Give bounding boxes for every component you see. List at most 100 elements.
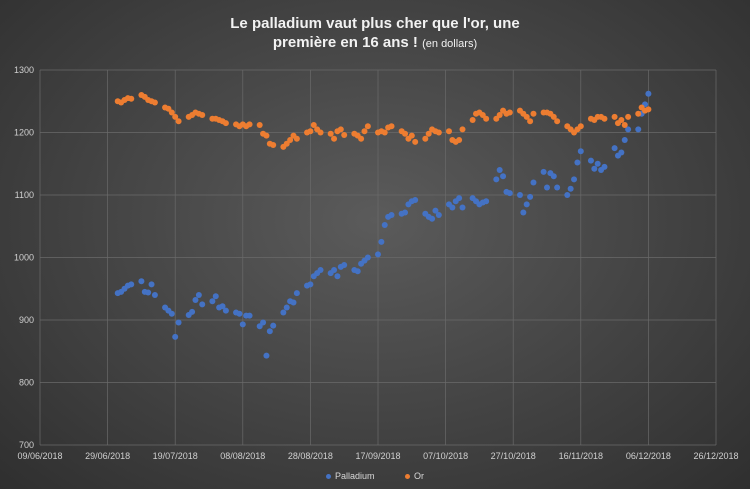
y-tick-label: 1100 xyxy=(15,190,34,200)
data-point-palladium xyxy=(364,254,371,261)
gridlines xyxy=(39,69,717,446)
y-tick-label: 900 xyxy=(19,315,34,325)
data-point-palladium xyxy=(375,251,381,258)
data-point-or xyxy=(287,137,294,143)
data-point-or xyxy=(256,122,263,128)
x-tick-label: 09/06/2018 xyxy=(17,451,62,461)
data-point-palladium xyxy=(625,126,632,133)
data-point-palladium xyxy=(189,308,196,315)
data-point-or xyxy=(412,138,419,145)
data-point-palladium xyxy=(429,215,436,222)
data-point-palladium xyxy=(456,195,463,202)
data-points xyxy=(114,90,652,359)
data-point-palladium xyxy=(145,289,152,296)
data-point-palladium xyxy=(293,290,300,297)
data-point-or xyxy=(337,126,344,133)
data-point-palladium xyxy=(209,298,216,305)
data-point-palladium xyxy=(175,319,182,326)
data-point-or xyxy=(425,130,432,137)
data-point-palladium xyxy=(523,201,530,208)
data-point-palladium xyxy=(334,273,341,280)
data-point-palladium xyxy=(496,167,503,173)
data-point-or xyxy=(317,129,324,136)
data-point-palladium xyxy=(432,207,439,214)
data-point-palladium xyxy=(516,192,523,198)
data-point-palladium xyxy=(354,268,361,275)
data-point-palladium xyxy=(574,159,581,166)
data-point-palladium xyxy=(246,312,253,319)
data-point-palladium xyxy=(378,238,385,245)
data-point-or xyxy=(270,142,277,148)
data-point-or xyxy=(456,137,463,143)
legend-label-or: Or xyxy=(414,471,425,481)
chart-title-line2: première en 16 ans ! (en dollars) xyxy=(0,33,750,54)
data-point-or xyxy=(222,120,229,127)
data-point-palladium xyxy=(564,192,571,198)
data-point-or xyxy=(527,118,534,125)
data-point-or xyxy=(408,132,415,139)
data-point-palladium xyxy=(168,310,175,317)
data-point-or xyxy=(459,126,466,133)
data-point-or xyxy=(506,109,513,116)
y-tick-label: 800 xyxy=(19,378,34,388)
data-point-or xyxy=(307,128,314,135)
data-point-palladium xyxy=(601,163,608,170)
data-point-or xyxy=(151,99,158,106)
data-point-palladium xyxy=(317,267,324,273)
data-point-or xyxy=(523,113,530,120)
data-point-palladium xyxy=(587,157,594,164)
data-point-or xyxy=(645,106,652,113)
data-point-or xyxy=(310,122,317,128)
data-point-or xyxy=(175,118,182,125)
x-tick-label: 27/10/2018 xyxy=(491,451,536,461)
data-point-or xyxy=(358,135,365,142)
data-point-palladium xyxy=(266,328,273,335)
x-tick-label: 06/12/2018 xyxy=(626,451,671,461)
data-point-palladium xyxy=(449,204,456,211)
legend: Palladium Or xyxy=(0,471,750,481)
x-tick-label: 08/08/2018 xyxy=(220,451,265,461)
data-point-or xyxy=(625,113,632,120)
x-tick-label: 17/09/2018 xyxy=(355,451,400,461)
data-point-palladium xyxy=(506,190,513,197)
data-point-palladium xyxy=(148,281,155,288)
data-point-palladium xyxy=(527,193,534,200)
data-point-palladium xyxy=(239,321,246,328)
data-point-or xyxy=(246,121,253,128)
data-point-palladium xyxy=(567,185,574,192)
data-point-palladium xyxy=(611,145,618,152)
x-tick-label: 28/08/2018 xyxy=(288,451,333,461)
data-point-palladium xyxy=(331,267,338,273)
data-point-or xyxy=(496,112,503,118)
y-tick-label: 1200 xyxy=(14,128,34,138)
data-point-palladium xyxy=(192,297,199,303)
data-point-palladium xyxy=(280,309,287,316)
data-point-or xyxy=(381,129,388,136)
data-point-palladium xyxy=(307,281,314,288)
chart-title-note: (en dollars) xyxy=(422,38,478,50)
data-point-or xyxy=(128,95,135,102)
legend-item-palladium: Palladium xyxy=(325,471,375,481)
data-point-palladium xyxy=(270,322,277,329)
y-tick-label: 700 xyxy=(19,440,34,450)
data-point-palladium xyxy=(222,307,229,314)
data-point-palladium xyxy=(530,179,537,186)
data-point-palladium xyxy=(594,160,601,167)
data-point-palladium xyxy=(571,176,578,183)
y-tick-label: 1300 xyxy=(14,65,34,75)
data-point-or xyxy=(199,112,206,118)
data-point-palladium xyxy=(388,212,395,218)
data-point-palladium xyxy=(212,293,219,300)
data-point-or xyxy=(577,123,584,130)
x-tick-label: 29/06/2018 xyxy=(85,451,130,461)
data-point-palladium xyxy=(591,165,598,172)
data-point-palladium xyxy=(540,168,547,175)
data-point-palladium xyxy=(199,301,206,308)
data-point-palladium xyxy=(236,310,243,317)
data-point-or xyxy=(635,110,642,117)
data-point-or xyxy=(331,135,338,142)
data-point-palladium xyxy=(618,149,625,156)
data-point-palladium xyxy=(554,184,561,191)
data-point-palladium xyxy=(493,176,500,183)
